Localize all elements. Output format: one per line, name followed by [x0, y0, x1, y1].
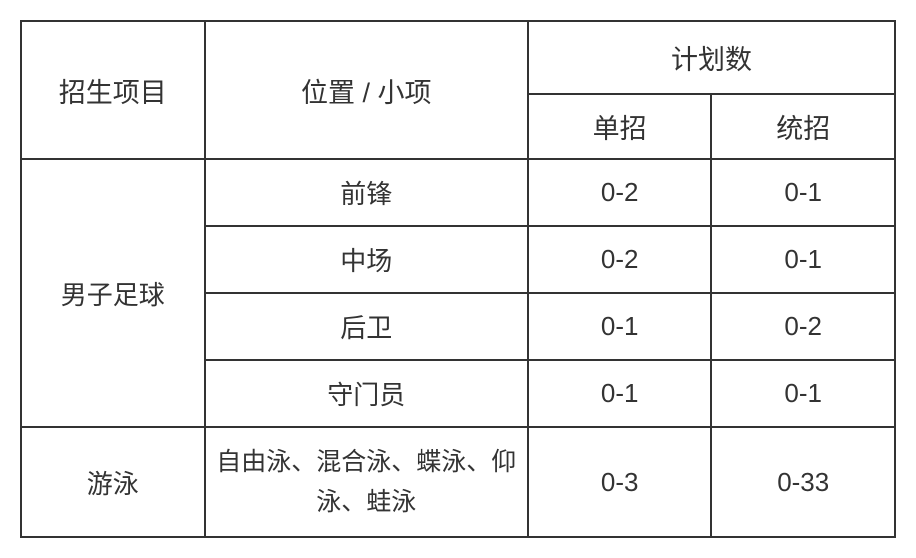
cell-individual: 0-1: [528, 293, 712, 360]
cell-position: 自由泳、混合泳、蝶泳、仰泳、蛙泳: [205, 427, 528, 537]
header-project: 招生项目: [21, 21, 205, 159]
cell-position: 中场: [205, 226, 528, 293]
cell-position: 后卫: [205, 293, 528, 360]
table-row: 游泳 自由泳、混合泳、蝶泳、仰泳、蛙泳 0-3 0-33: [21, 427, 895, 537]
header-position: 位置 / 小项: [205, 21, 528, 159]
cell-unified: 0-33: [711, 427, 895, 537]
header-plan: 计划数: [528, 21, 895, 94]
header-individual: 单招: [528, 94, 712, 159]
cell-individual: 0-1: [528, 360, 712, 427]
cell-unified: 0-1: [711, 360, 895, 427]
cell-individual: 0-2: [528, 159, 712, 226]
cell-project-football: 男子足球: [21, 159, 205, 427]
table-row: 男子足球 前锋 0-2 0-1: [21, 159, 895, 226]
admissions-table: 招生项目 位置 / 小项 计划数 单招 统招 男子足球 前锋 0-2 0-1 中…: [20, 20, 896, 538]
cell-position: 前锋: [205, 159, 528, 226]
table-header-row-1: 招生项目 位置 / 小项 计划数: [21, 21, 895, 94]
cell-unified: 0-2: [711, 293, 895, 360]
cell-project-swimming: 游泳: [21, 427, 205, 537]
cell-individual: 0-2: [528, 226, 712, 293]
admissions-table-container: 招生项目 位置 / 小项 计划数 单招 统招 男子足球 前锋 0-2 0-1 中…: [20, 20, 896, 538]
cell-position: 守门员: [205, 360, 528, 427]
cell-individual: 0-3: [528, 427, 712, 537]
cell-unified: 0-1: [711, 159, 895, 226]
header-unified: 统招: [711, 94, 895, 159]
cell-unified: 0-1: [711, 226, 895, 293]
